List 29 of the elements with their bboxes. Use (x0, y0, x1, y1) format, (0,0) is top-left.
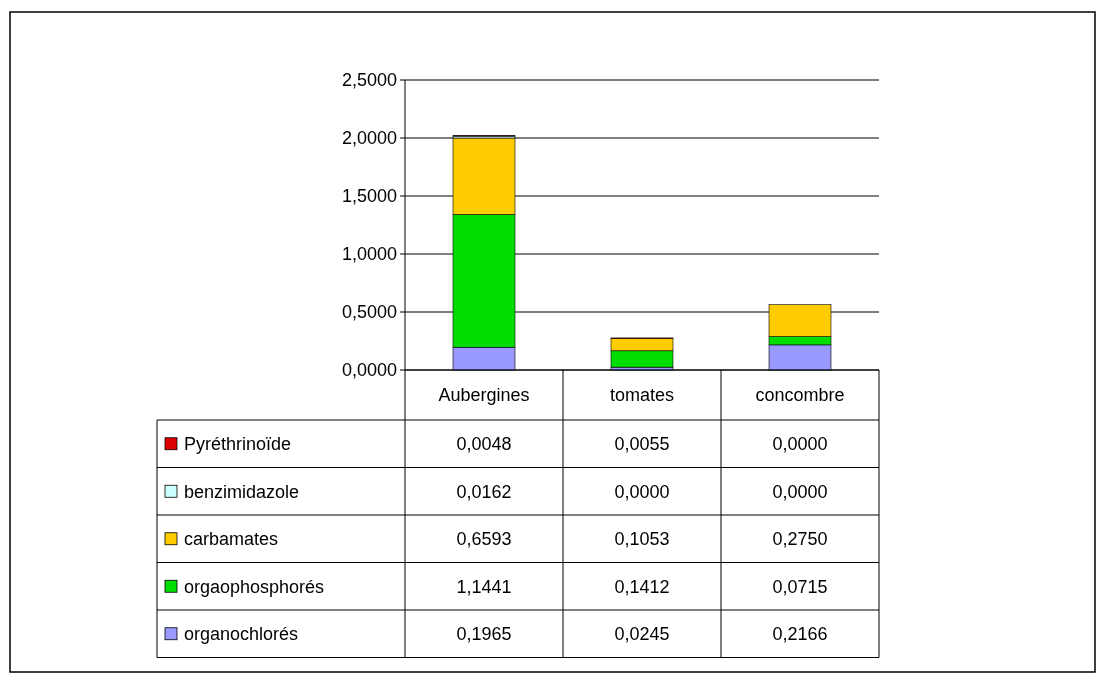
data-label: 0,1412 (614, 576, 670, 597)
data-label: 0,0162 (456, 481, 512, 502)
data-label: 0,0715 (772, 576, 828, 597)
y-tick-label: 2,0000 (341, 128, 397, 149)
data-label: 0,0000 (772, 434, 828, 455)
legend-label: Pyréthrinoïde (184, 434, 292, 455)
y-tick-label: 0,5000 (341, 302, 397, 323)
legend-label: benzimidazole (184, 481, 300, 502)
data-label: 0,0000 (614, 481, 670, 502)
y-tick-label: 1,0000 (341, 244, 397, 265)
data-label: 0,1053 (614, 529, 670, 550)
data-label: 0,0000 (772, 481, 828, 502)
data-label: 0,0245 (614, 624, 670, 645)
x-tick-label: tomates (609, 385, 675, 406)
data-label: 0,1965 (456, 624, 512, 645)
data-label: 0,6593 (456, 529, 512, 550)
data-label: 0,2750 (772, 529, 828, 550)
x-tick-label: concombre (755, 385, 845, 406)
y-tick-label: 1,5000 (341, 186, 397, 207)
legend-label: organochlorés (184, 624, 299, 645)
y-tick-label: 0,0000 (341, 360, 397, 381)
data-label: 0,0055 (614, 434, 670, 455)
data-label: 1,1441 (456, 576, 512, 597)
data-label: 0,2166 (772, 624, 828, 645)
x-tick-label: Aubergines (438, 385, 530, 406)
y-tick-label: 2,5000 (341, 70, 397, 91)
data-label: 0,0048 (456, 434, 512, 455)
legend-label: carbamates (184, 529, 279, 550)
legend-label: orgaophosphorés (184, 576, 325, 597)
